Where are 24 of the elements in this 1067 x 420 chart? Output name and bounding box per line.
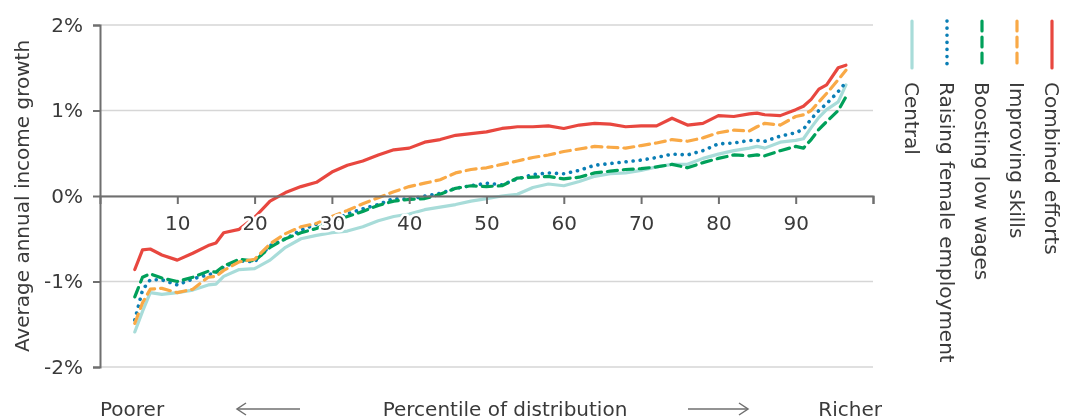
x-tick-label: 40 [396,211,423,236]
legend-label: Central [900,82,924,155]
y-tick-label: 0% [51,183,83,208]
x-tick-label: 10 [165,211,191,236]
x-tick-label: 60 [551,211,578,236]
y-tick-label: -2% [44,354,83,379]
legend-label: Boosting low wages [970,82,994,281]
x-tick-label: 80 [706,211,732,236]
x-tick-label: 90 [783,211,809,236]
line-series [133,95,848,299]
y-tick-label: 1% [51,98,83,123]
legend-label: Combined efforts [1040,82,1064,255]
x-tick-label: 50 [474,211,500,236]
text: Poorer [100,397,165,420]
x-axis-title: Percentile of distribution [382,397,628,420]
text: Richer [818,397,883,420]
x-tick-label: 70 [628,211,655,236]
line-series [133,63,848,272]
y-tick-label: 2% [51,12,83,37]
x-tick-label: 20 [242,211,268,236]
y-tick-label: -1% [44,269,83,294]
y-axis-title: Average annual income growth [10,39,34,353]
legend-label: Raising female employment [935,82,959,363]
legend-label: Improving skills [1005,82,1029,239]
